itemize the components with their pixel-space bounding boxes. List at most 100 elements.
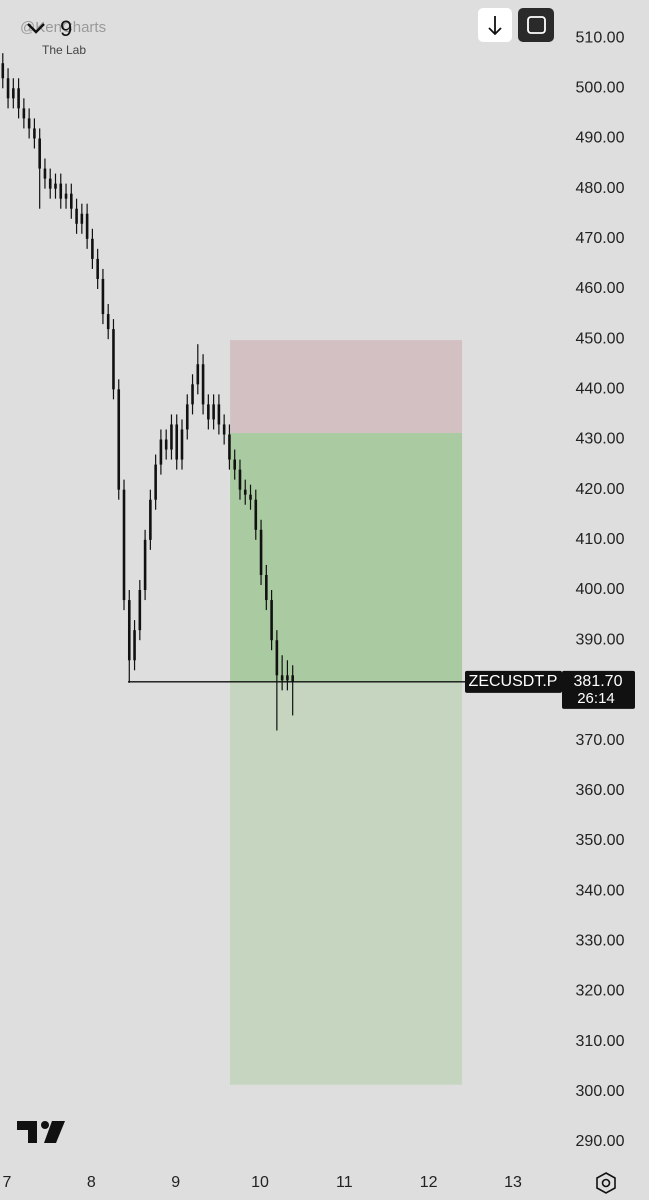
candle-body	[138, 590, 142, 631]
candle-body	[175, 424, 179, 460]
candle-body	[275, 640, 279, 676]
candle-body	[54, 183, 57, 189]
y-tick-label: 400.00	[576, 581, 625, 598]
candle-body	[101, 278, 105, 315]
y-tick-label: 500.00	[576, 80, 625, 97]
candle-body	[249, 494, 252, 500]
candle-body	[185, 404, 189, 430]
candle-body	[222, 424, 226, 435]
y-tick-label: 450.00	[576, 330, 625, 347]
candle-body	[228, 434, 231, 460]
candle-body	[217, 404, 221, 425]
y-tick-label: 310.00	[576, 1033, 625, 1050]
candle-body	[106, 314, 110, 330]
candle-body	[91, 238, 94, 259]
x-tick-label: 11	[336, 1174, 353, 1191]
candle-body	[70, 193, 73, 209]
candle-body	[122, 489, 126, 601]
candle-body	[159, 439, 163, 465]
candle-body	[133, 630, 136, 661]
plot-area	[1, 53, 562, 1085]
y-tick-label: 340.00	[576, 882, 625, 899]
y-tick-label: 390.00	[576, 631, 625, 648]
settings-icon	[596, 1172, 616, 1194]
candle-body	[259, 529, 263, 575]
x-tick-label: 8	[87, 1174, 96, 1191]
y-tick-label: 350.00	[576, 832, 625, 849]
candle-body	[59, 183, 63, 199]
candle-body	[154, 464, 157, 500]
y-tick-label: 420.00	[576, 481, 625, 498]
candle-body	[286, 675, 289, 681]
candle-body	[96, 258, 99, 279]
candle-body	[291, 675, 294, 682]
candle-body	[22, 108, 26, 119]
y-tick-label: 370.00	[576, 732, 625, 749]
candle-body	[164, 439, 168, 450]
candle-body	[180, 429, 184, 460]
x-tick-label: 9	[171, 1174, 180, 1191]
candle-body	[149, 499, 152, 540]
candle-body	[85, 213, 89, 239]
logo-part	[41, 1121, 49, 1129]
candle-body	[143, 539, 147, 591]
candle-body	[48, 178, 52, 189]
dropdown-chevron[interactable]	[27, 23, 45, 34]
candle-body	[27, 118, 31, 129]
price-label: 381.70	[574, 673, 623, 690]
subtitle: The Lab	[42, 43, 86, 57]
tradingview-logo	[17, 1121, 65, 1143]
settings-icon	[601, 1178, 611, 1188]
x-tick-label: 10	[251, 1174, 269, 1191]
candle-body	[243, 489, 247, 495]
candle-body	[1, 63, 5, 79]
scroll-icon	[488, 16, 502, 36]
candle-body	[212, 404, 215, 420]
y-tick-label: 440.00	[576, 381, 625, 398]
y-tick-label: 470.00	[576, 230, 625, 247]
candle-body	[191, 384, 194, 405]
settings-button[interactable]	[596, 1172, 616, 1194]
candle-body	[201, 364, 205, 405]
candle-body	[254, 499, 258, 530]
x-tick-label: 12	[420, 1174, 438, 1191]
candle-body	[196, 364, 200, 385]
stop-zone	[230, 340, 463, 433]
candle-body	[33, 128, 36, 139]
y-tick-label: 510.00	[576, 29, 625, 46]
price-label-bg	[562, 670, 635, 709]
y-tick-label: 320.00	[576, 983, 625, 1000]
watermark: @KenCharts	[20, 19, 106, 36]
candle-body	[280, 675, 284, 681]
candle-body	[207, 404, 210, 420]
candle-body	[170, 424, 173, 450]
profit-zone	[230, 432, 463, 682]
y-tick-label: 490.00	[576, 130, 625, 147]
y-tick-label: 330.00	[576, 932, 625, 949]
candle-body	[43, 168, 47, 179]
x-tick-label: 13	[504, 1174, 522, 1191]
candle-body	[17, 88, 20, 109]
symbol-label-bg	[465, 670, 562, 693]
candle-body	[38, 138, 41, 169]
candle-body	[64, 193, 68, 199]
candle-body	[233, 459, 237, 470]
y-tick-label: 300.00	[576, 1083, 625, 1100]
candle-body	[75, 208, 78, 224]
badge[interactable]: 9	[60, 16, 72, 41]
y-tick-label: 480.00	[576, 180, 625, 197]
candle-body	[265, 574, 268, 601]
candle-body	[80, 213, 84, 224]
candle-body	[117, 389, 121, 490]
fullscreen-button[interactable]	[518, 8, 554, 42]
y-tick-label: 460.00	[576, 280, 625, 297]
logo-part	[44, 1121, 65, 1143]
y-tick-label: 290.00	[576, 1133, 625, 1150]
candle-body	[238, 469, 242, 490]
y-tick-label: 410.00	[576, 531, 625, 548]
y-tick-label: 430.00	[576, 431, 625, 448]
candle-body	[6, 78, 10, 99]
candle-body	[127, 600, 131, 661]
fullscreen-icon	[527, 16, 546, 34]
